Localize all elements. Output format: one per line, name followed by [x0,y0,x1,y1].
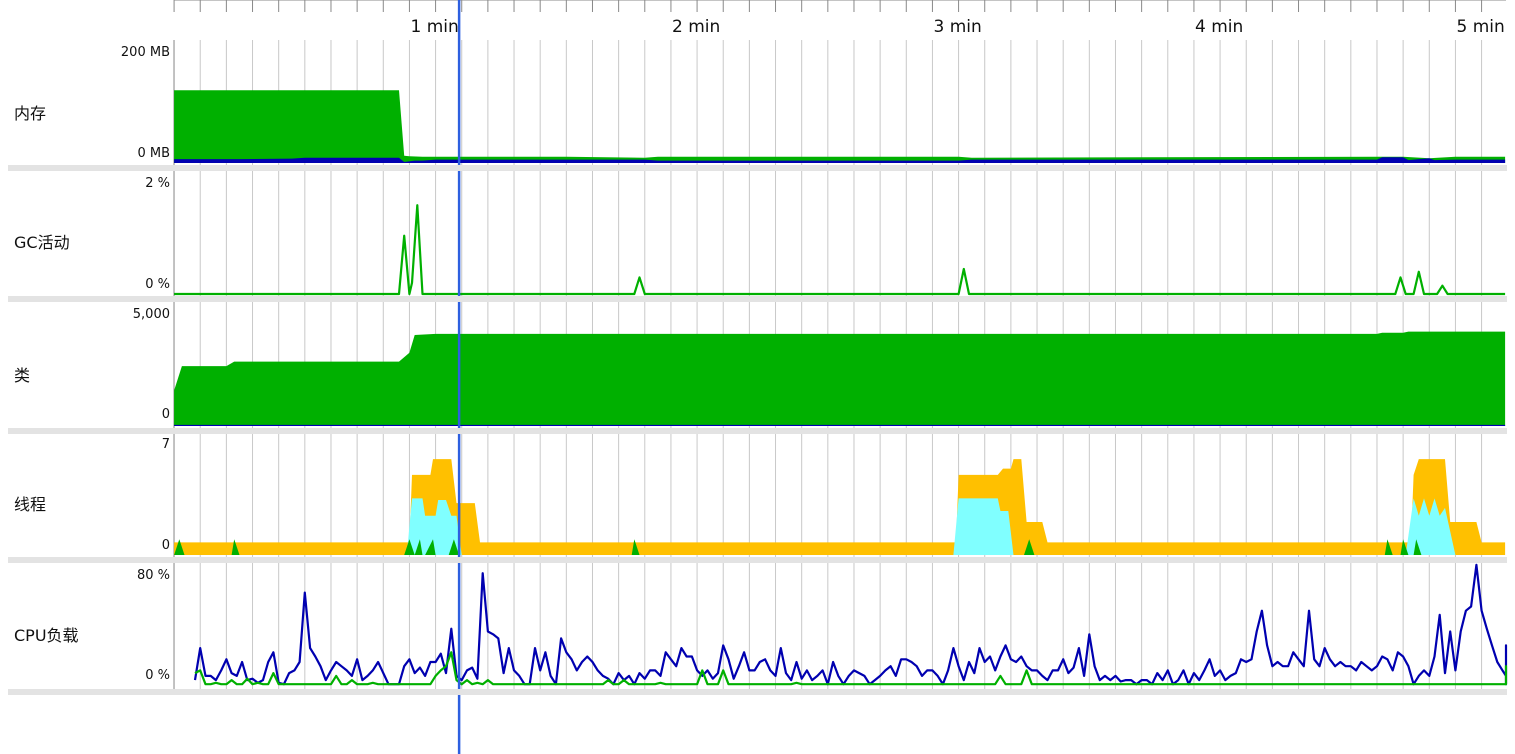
track-label-gc: GC活动 [14,233,70,252]
ruler-tick-label: 5 min [1457,17,1505,37]
axis-min-threads: 0 [161,538,170,553]
track-separator [8,689,1507,695]
track-label-threads: 线程 [14,495,47,514]
axis-min-gc: 0 % [145,277,170,292]
series-类-green [174,331,1506,426]
axis-max-memory: 200 MB [120,45,170,60]
series-内存-green [174,90,1506,163]
axis-min-memory: 0 MB [137,146,170,161]
series-CPU负载-green [194,651,1508,686]
track-label-cpu: CPU负载 [14,626,79,645]
series-内存-blue [174,157,1506,163]
axis-min-classes: 0 [161,407,170,422]
track-label-classes: 类 [14,366,31,385]
axis-max-gc: 2 % [145,176,170,191]
track-separator [8,557,1507,563]
track-separator [8,428,1507,434]
track-separator [8,165,1507,171]
axis-min-cpu: 0 % [145,668,170,683]
ruler-tick-label: 4 min [1195,17,1243,37]
axis-max-threads: 7 [161,437,170,452]
series-类-blue [174,424,1506,426]
series-GC活动-green [174,204,1506,296]
axis-max-cpu: 80 % [136,568,170,583]
series-线程-orange [174,459,1506,555]
axis-max-classes: 5,000 [132,307,170,322]
series-线程-cyan [174,498,1506,555]
ruler-tick-label: 3 min [934,17,982,37]
ruler-tick-label: 2 min [672,17,720,37]
track-separator [8,296,1507,302]
track-label-memory: 内存 [14,104,47,123]
series-CPU负载-blue [193,563,1508,686]
ruler-tick-label: 1 min [411,17,459,37]
